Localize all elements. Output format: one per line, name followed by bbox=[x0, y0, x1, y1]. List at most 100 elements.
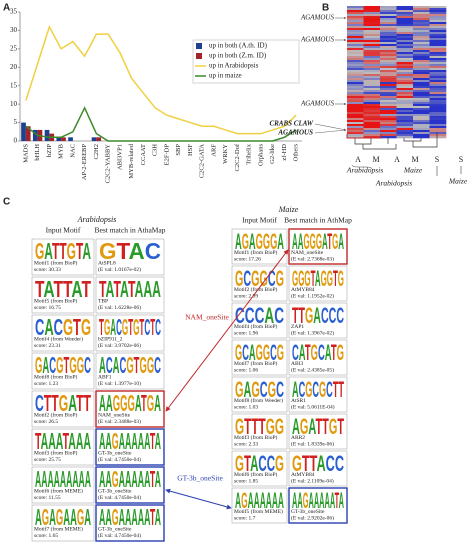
heatmap-cell bbox=[413, 54, 430, 57]
x-tick-label: zf-HD bbox=[281, 144, 288, 161]
heatmap-cell bbox=[347, 48, 364, 51]
match-name: ABF1 bbox=[98, 375, 112, 381]
heatmap-cell bbox=[413, 118, 430, 121]
heatmap-cell bbox=[363, 84, 381, 87]
heatmap-cell bbox=[347, 44, 364, 47]
heatmap-cell bbox=[363, 116, 381, 119]
heatmap-cell bbox=[363, 120, 381, 123]
heatmap-cell bbox=[429, 62, 447, 65]
x-tick-label: MYB bbox=[58, 143, 65, 158]
x-tick-label: MYB-related bbox=[128, 143, 135, 178]
heatmap-cell bbox=[429, 106, 447, 109]
heatmap-cell bbox=[429, 110, 447, 113]
panel-label: B bbox=[322, 3, 329, 14]
heatmap-cell bbox=[396, 116, 414, 119]
heatmap-cell bbox=[363, 26, 381, 29]
match-name: ABI3 bbox=[291, 361, 303, 367]
heatmap-cell bbox=[429, 58, 447, 61]
match-cell bbox=[288, 302, 348, 339]
x-tick-label: MADS bbox=[22, 144, 29, 163]
heatmap-cell bbox=[413, 24, 430, 27]
match-name: AtSR1 bbox=[291, 398, 306, 404]
heatmap-cell bbox=[363, 114, 381, 117]
motif-cell bbox=[31, 238, 95, 276]
heatmap-cell bbox=[363, 122, 381, 125]
heatmap-cell bbox=[347, 28, 364, 31]
motif-name: Motif6 (from MEME) bbox=[34, 488, 83, 495]
heatmap-cell bbox=[363, 124, 381, 127]
heatmap-cell bbox=[363, 54, 381, 57]
heatmap-cell bbox=[380, 104, 397, 107]
heatmap-cell bbox=[363, 86, 381, 89]
y-tick-label: 15 bbox=[10, 81, 18, 89]
heatmap-cell bbox=[429, 10, 447, 13]
sequence-logo: AAGAAAAATA bbox=[99, 466, 161, 492]
row-label: AGAMOUS bbox=[300, 100, 335, 108]
heatmap-cell bbox=[380, 114, 397, 117]
heatmap-cell bbox=[396, 134, 414, 137]
heatmap-cell bbox=[380, 12, 397, 15]
sequence-logo: ACACGTGGC bbox=[99, 352, 161, 378]
heatmap-cell bbox=[347, 70, 364, 73]
heatmap-cell bbox=[363, 42, 381, 45]
heatmap-cell bbox=[380, 40, 397, 43]
motif-score: score: 1.65 bbox=[34, 533, 58, 539]
heatmap-cell bbox=[347, 90, 364, 93]
match-eval: (E val: 5.0611E-04) bbox=[291, 403, 335, 410]
motif-name: Motif2 (from BioP) bbox=[34, 412, 78, 419]
heatmap-cell bbox=[429, 54, 447, 57]
heatmap-cell bbox=[347, 130, 364, 133]
heatmap-cell bbox=[429, 68, 447, 71]
heatmap-cell bbox=[396, 38, 414, 41]
heatmap-cell bbox=[363, 100, 381, 103]
heatmap-cell bbox=[429, 66, 447, 69]
heatmap-cell bbox=[363, 14, 381, 17]
heatmap-cell bbox=[363, 10, 381, 13]
heatmap-cell bbox=[363, 62, 381, 65]
heatmap-cell bbox=[413, 58, 430, 61]
heatmap-cell bbox=[396, 44, 414, 47]
match-cell bbox=[95, 276, 165, 314]
heatmap-cell bbox=[363, 46, 381, 49]
heatmap-cell bbox=[413, 50, 430, 53]
x-tick-label: C2C2-GATA bbox=[199, 144, 206, 178]
heatmap-cell bbox=[413, 124, 430, 127]
heatmap-cell bbox=[429, 38, 447, 41]
heatmap-cell bbox=[429, 126, 447, 129]
row-arrow bbox=[314, 128, 347, 134]
heatmap-cell bbox=[380, 88, 397, 91]
motif-score: score: 25.75 bbox=[34, 457, 61, 463]
heatmap-cell bbox=[413, 84, 430, 87]
heatmap-cell bbox=[429, 20, 447, 23]
heatmap-cell bbox=[413, 102, 430, 105]
motif-score: score: 1.7 bbox=[234, 515, 256, 521]
legend-label: up in Arabidopsis bbox=[209, 62, 259, 70]
heatmap-cell bbox=[429, 104, 447, 107]
heatmap-cell bbox=[380, 42, 397, 45]
heatmap-cell bbox=[380, 16, 397, 19]
heatmap-cell bbox=[347, 96, 364, 99]
heatmap-cell bbox=[363, 30, 381, 33]
heatmap-cell bbox=[363, 96, 381, 99]
heatmap-cell bbox=[396, 20, 414, 23]
heatmap-cell bbox=[413, 86, 430, 89]
heatmap-cell bbox=[396, 34, 414, 37]
panel-label: C bbox=[3, 197, 10, 208]
heatmap-cell bbox=[380, 36, 397, 39]
column-label: M bbox=[411, 155, 418, 164]
motif-score: score: 1.06 bbox=[234, 367, 258, 373]
heatmap-cell bbox=[363, 18, 381, 21]
heatmap-cell bbox=[347, 36, 364, 39]
heatmap-cell bbox=[363, 32, 381, 35]
heatmap-cell bbox=[347, 22, 364, 25]
group-brace bbox=[351, 164, 373, 170]
heatmap-cell bbox=[380, 26, 397, 29]
heatmap-cell bbox=[380, 78, 397, 81]
bar bbox=[32, 129, 38, 141]
heatmap-cell bbox=[347, 60, 364, 63]
cluster-bracket bbox=[346, 134, 382, 139]
motif-cell bbox=[31, 352, 95, 390]
sequence-logo: GTTACC bbox=[292, 451, 344, 476]
heatmap-cell bbox=[413, 62, 430, 65]
